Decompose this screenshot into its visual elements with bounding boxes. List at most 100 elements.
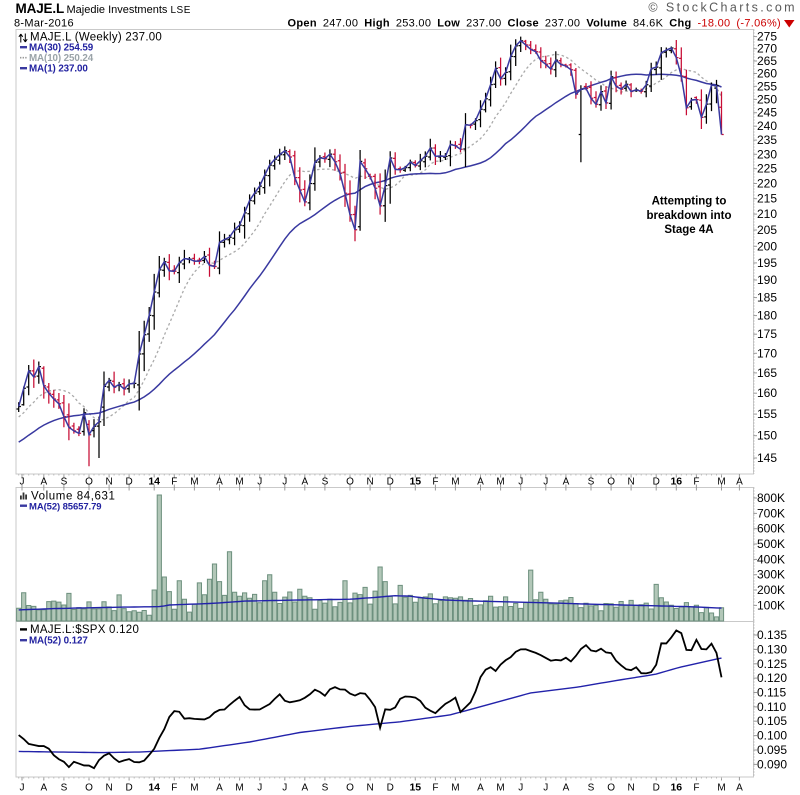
- svg-text:210: 210: [757, 207, 777, 221]
- svg-text:D: D: [653, 783, 660, 794]
- svg-text:A: A: [477, 477, 484, 488]
- svg-text:LSE: LSE: [171, 5, 191, 16]
- svg-text:M: M: [451, 783, 459, 794]
- svg-text:J: J: [543, 783, 548, 794]
- svg-text:0.125: 0.125: [757, 657, 787, 671]
- svg-text:Volume 84,631: Volume 84,631: [31, 491, 116, 503]
- svg-text:J: J: [282, 783, 287, 794]
- svg-text:15: 15: [409, 782, 421, 794]
- svg-text:16: 16: [670, 782, 682, 794]
- svg-text:N: N: [105, 783, 112, 794]
- svg-text:255: 255: [757, 79, 777, 93]
- svg-text:270: 270: [757, 42, 777, 56]
- svg-text:MAJE.L:$SPX 0.120: MAJE.L:$SPX 0.120: [30, 624, 139, 636]
- svg-text:0.090: 0.090: [757, 757, 787, 771]
- svg-text:MAJE.L: MAJE.L: [16, 1, 65, 16]
- svg-text:O: O: [85, 477, 93, 488]
- svg-text:155: 155: [757, 407, 777, 421]
- svg-text:0.100: 0.100: [757, 729, 787, 743]
- svg-text:F: F: [432, 783, 438, 794]
- svg-text:200: 200: [757, 239, 777, 253]
- svg-text:14: 14: [148, 476, 160, 488]
- svg-text:Open 247.00 High 253.00 Low 23: Open 247.00 High 253.00 Low 237.00 Close…: [288, 18, 781, 30]
- svg-text:MA(52) 85657.79: MA(52) 85657.79: [29, 501, 101, 512]
- svg-text:180: 180: [757, 309, 777, 323]
- svg-text:S: S: [61, 477, 68, 488]
- svg-text:N: N: [366, 783, 373, 794]
- svg-text:0.115: 0.115: [757, 686, 786, 700]
- svg-text:A: A: [301, 783, 308, 794]
- svg-text:0.105: 0.105: [757, 714, 787, 728]
- svg-text:O: O: [85, 783, 93, 794]
- svg-text:150: 150: [757, 429, 777, 443]
- svg-text:100K: 100K: [757, 598, 785, 612]
- svg-text:F: F: [171, 477, 177, 488]
- svg-text:S: S: [588, 783, 595, 794]
- svg-text:A: A: [216, 783, 223, 794]
- svg-text:D: D: [387, 783, 394, 794]
- svg-text:205: 205: [757, 223, 777, 237]
- svg-text:215: 215: [757, 192, 777, 206]
- svg-text:0.095: 0.095: [757, 743, 787, 757]
- svg-text:A: A: [736, 477, 743, 488]
- svg-text:250: 250: [757, 92, 777, 106]
- svg-text:400K: 400K: [757, 552, 785, 566]
- svg-text:0.110: 0.110: [757, 700, 786, 714]
- svg-text:O: O: [607, 477, 615, 488]
- svg-text:M: M: [235, 783, 243, 794]
- svg-text:185: 185: [757, 291, 777, 305]
- svg-text:600K: 600K: [757, 522, 785, 536]
- svg-text:O: O: [346, 477, 354, 488]
- svg-text:MA(52) 0.127: MA(52) 0.127: [29, 636, 88, 647]
- svg-text:A: A: [563, 783, 570, 794]
- svg-text:0.135: 0.135: [757, 628, 787, 642]
- svg-text:N: N: [627, 783, 634, 794]
- svg-text:Stage 4A: Stage 4A: [664, 224, 713, 236]
- svg-text:160: 160: [757, 386, 777, 400]
- svg-text:M: M: [496, 783, 504, 794]
- svg-text:240: 240: [757, 119, 777, 133]
- svg-text:Majedie Investments: Majedie Investments: [67, 4, 168, 16]
- svg-text:breakdown into: breakdown into: [647, 210, 732, 222]
- svg-text:220: 220: [757, 177, 777, 191]
- svg-text:M: M: [190, 477, 198, 488]
- svg-text:D: D: [125, 783, 132, 794]
- svg-text:F: F: [432, 477, 438, 488]
- svg-text:N: N: [105, 477, 112, 488]
- svg-text:Attempting to: Attempting to: [652, 196, 727, 208]
- svg-text:J: J: [518, 783, 523, 794]
- svg-text:J: J: [257, 477, 262, 488]
- svg-text:14: 14: [148, 782, 160, 794]
- svg-text:J: J: [282, 477, 287, 488]
- svg-text:230: 230: [757, 147, 777, 161]
- svg-text:A: A: [216, 477, 223, 488]
- svg-text:S: S: [322, 477, 329, 488]
- svg-text:195: 195: [757, 256, 777, 270]
- svg-text:265: 265: [757, 54, 777, 68]
- svg-text:15: 15: [409, 476, 421, 488]
- svg-text:A: A: [40, 783, 47, 794]
- svg-text:A: A: [301, 477, 308, 488]
- svg-text:300K: 300K: [757, 568, 785, 582]
- svg-text:D: D: [387, 477, 394, 488]
- svg-text:170: 170: [757, 346, 777, 360]
- svg-text:O: O: [607, 783, 615, 794]
- svg-text:8-Mar-2016: 8-Mar-2016: [14, 18, 74, 30]
- svg-text:245: 245: [757, 106, 777, 120]
- svg-text:© StockCharts.com: © StockCharts.com: [648, 1, 797, 15]
- svg-text:0.120: 0.120: [757, 671, 787, 685]
- svg-text:N: N: [366, 477, 373, 488]
- svg-text:J: J: [20, 783, 25, 794]
- svg-text:S: S: [588, 477, 595, 488]
- svg-text:D: D: [653, 477, 660, 488]
- svg-text:MAJE.L (Weekly) 237.00: MAJE.L (Weekly) 237.00: [30, 31, 162, 43]
- svg-text:F: F: [171, 783, 177, 794]
- svg-text:175: 175: [757, 327, 777, 341]
- svg-text:500K: 500K: [757, 537, 785, 551]
- svg-text:MA(1) 237.00: MA(1) 237.00: [29, 64, 88, 75]
- svg-text:275: 275: [757, 30, 777, 44]
- svg-text:A: A: [40, 477, 47, 488]
- svg-text:M: M: [717, 477, 725, 488]
- svg-text:MA(30) 254.59: MA(30) 254.59: [29, 43, 94, 54]
- svg-text:200K: 200K: [757, 583, 785, 597]
